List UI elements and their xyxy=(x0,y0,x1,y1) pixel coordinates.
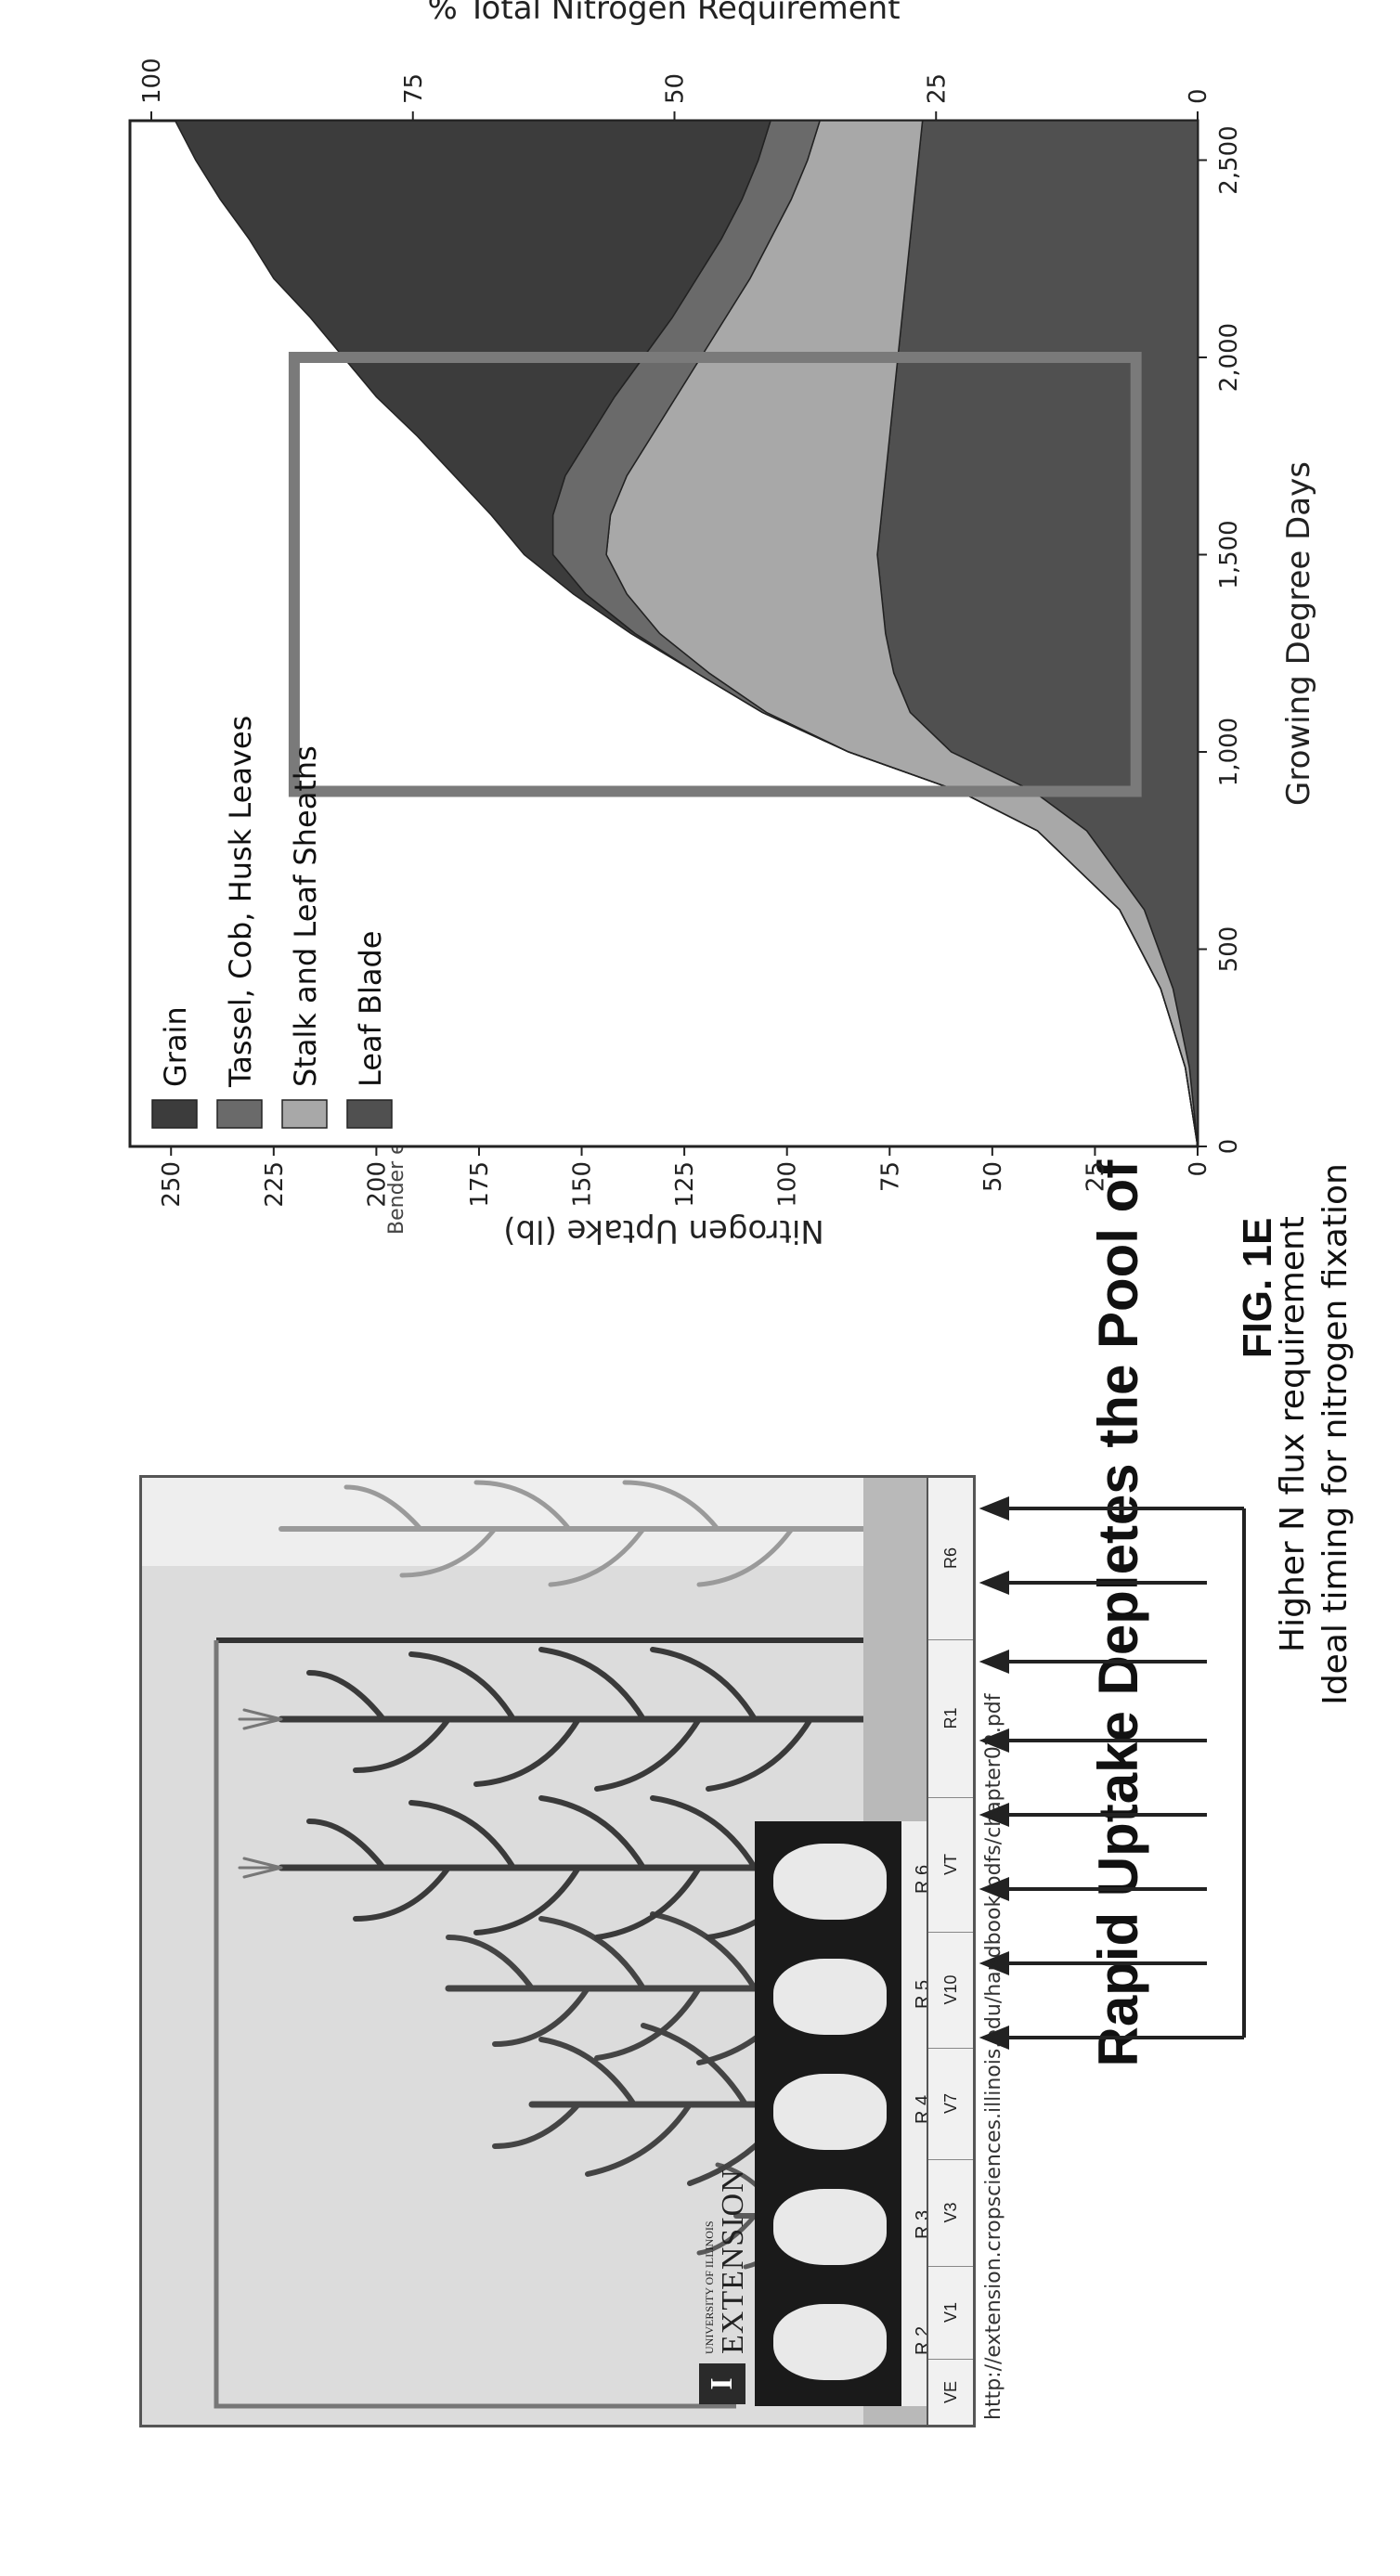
y-tick-label: 175 xyxy=(466,1161,494,1208)
y2-axis-label: % Total Nitrogen Requirement xyxy=(427,0,900,27)
kernel-r3 xyxy=(773,2189,887,2265)
y2-tick-label: 25 xyxy=(923,73,951,104)
y-tick-label: 250 xyxy=(158,1161,186,1208)
stage-label: V7 xyxy=(941,2092,960,2115)
stage-cell: R6 xyxy=(928,1477,973,1640)
growth-stage-strip: VE V1 V3 V7 V10 VT R1 R6 xyxy=(927,1477,973,2425)
y-tick-label: 100 xyxy=(774,1161,802,1208)
x-tick-label: 2,500 xyxy=(1215,125,1243,194)
x-tick-label: 0 xyxy=(1215,1139,1243,1155)
legend-label: Stalk and Leaf Sheaths xyxy=(288,745,323,1087)
stage-cell: V10 xyxy=(928,1932,973,2049)
series-area xyxy=(174,120,1199,1147)
corn-growth-stages-photo: R 2 R 3 R 4 R 5 R 6 I UNIVERSITY OF ILLI… xyxy=(139,1475,976,2427)
x-tick-label: 500 xyxy=(1215,926,1243,973)
x-tick-label: 2,000 xyxy=(1215,323,1243,392)
x-tick-label: 1,500 xyxy=(1215,520,1243,589)
y-tick-label: 75 xyxy=(876,1161,904,1192)
y2-tick-label: 50 xyxy=(662,73,690,104)
y-axis-label: Nitrogen Uptake (lb) xyxy=(503,1212,824,1249)
highlight-box xyxy=(288,352,1142,797)
y-tick-label: 150 xyxy=(569,1161,597,1208)
stage-label: V3 xyxy=(941,2202,960,2223)
chart-svg: 0 25 50 75 100 125 150 175 200 225 250 0 25 50 75 100 0 5… xyxy=(128,0,1317,1249)
stage-cell: R1 xyxy=(928,1639,973,1798)
y-tick-label: 125 xyxy=(671,1161,699,1208)
kernel-r5 xyxy=(773,1959,887,2035)
x-tick-label: 1,000 xyxy=(1215,718,1243,786)
kernel-r6 xyxy=(773,1844,887,1920)
kernel-r4 xyxy=(773,2074,887,2150)
legend-swatch xyxy=(346,1099,393,1129)
stage-label: V1 xyxy=(941,2301,960,2324)
stage-label: VE xyxy=(941,2381,960,2404)
stage-cell: V7 xyxy=(928,2048,973,2160)
y-tick-label: 0 xyxy=(1185,1161,1212,1177)
legend-label: Leaf Blade xyxy=(353,931,388,1087)
extension-university: UNIVERSITY OF ILLINOIS xyxy=(703,2220,716,2354)
x-axis-label: Growing Degree Days xyxy=(1280,461,1317,806)
source-url: http://extension.cropsciences.illinois.e… xyxy=(982,1693,1005,2420)
extension-name: EXTENSION xyxy=(716,2168,750,2354)
y-tick-label: 50 xyxy=(979,1161,1007,1192)
y-tick-label: 25 xyxy=(1082,1161,1109,1192)
stage-cell: V1 xyxy=(928,2266,973,2360)
stage-cell: VT xyxy=(928,1797,973,1933)
stage-cell: VE xyxy=(928,2360,973,2425)
stage-cell: V3 xyxy=(928,2159,973,2267)
nitrogen-uptake-chart: 0 25 50 75 100 125 150 175 200 225 250 0 25 50 75 100 0 5… xyxy=(0,0,1400,1258)
y2-tick-label: 100 xyxy=(138,58,166,104)
extension-logo-mark: I xyxy=(699,2363,745,2404)
legend-label: Grain xyxy=(158,1006,193,1087)
legend-swatch xyxy=(281,1099,328,1129)
legend-swatch xyxy=(216,1099,263,1129)
legend-swatch xyxy=(151,1099,198,1129)
stage-label: R6 xyxy=(941,1547,960,1570)
legend-label: Tassel, Cob, Husk Leaves xyxy=(223,716,258,1088)
y-tick-label: 225 xyxy=(261,1161,289,1208)
stage-label: R1 xyxy=(941,1707,960,1729)
stage-label: VT xyxy=(941,1854,960,1876)
kernel-r2 xyxy=(773,2304,887,2380)
y2-tick-label: 0 xyxy=(1185,88,1212,104)
stage-label: V10 xyxy=(941,1974,960,2005)
y2-tick-label: 75 xyxy=(400,73,428,104)
y-tick-label: 200 xyxy=(363,1161,391,1208)
